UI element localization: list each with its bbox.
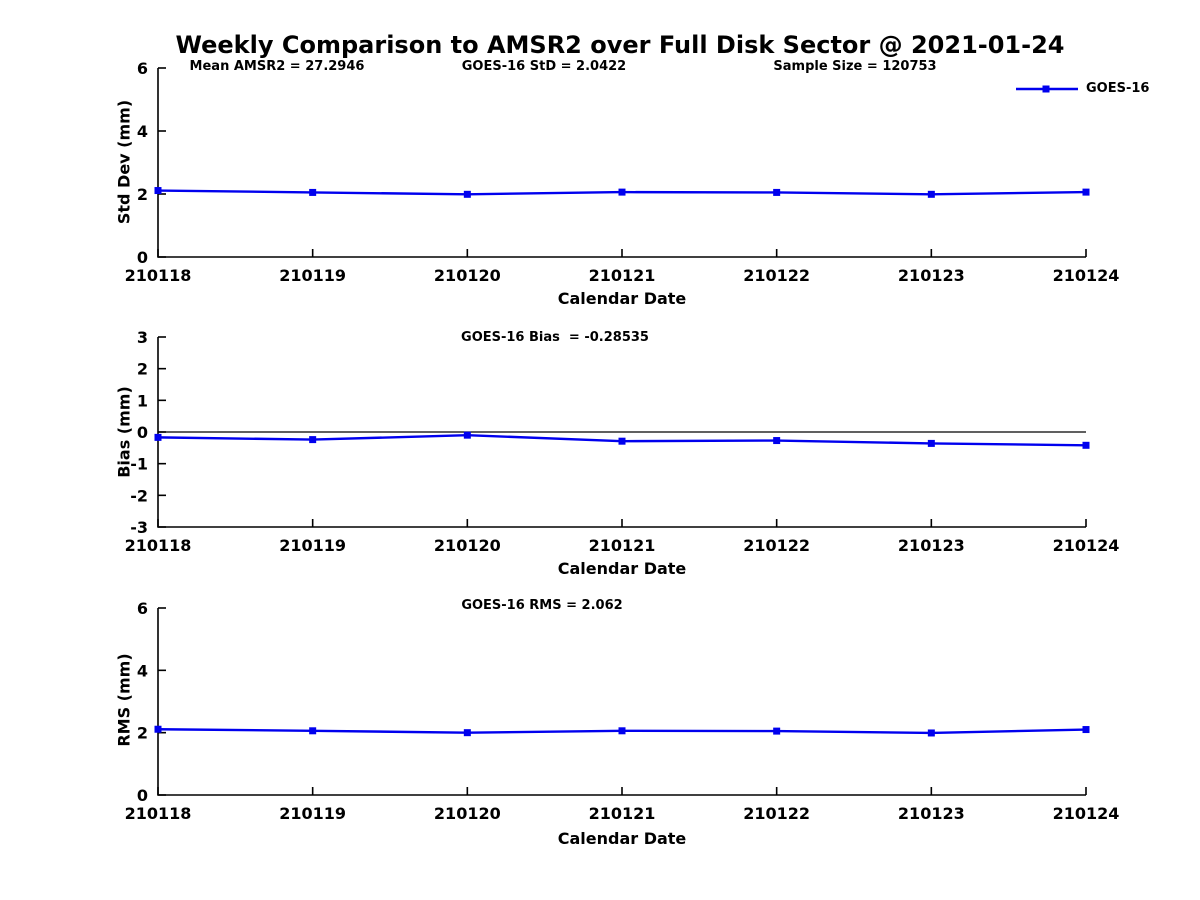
legend-marker (1042, 85, 1050, 92)
xlabel-bias: Calendar Date (557, 559, 687, 578)
y-tick-label: 0 (137, 423, 148, 442)
data-point-marker (309, 188, 317, 196)
x-tick-label: 210120 (434, 804, 501, 823)
x-tick-label: 210119 (279, 804, 346, 823)
x-tick-label: 210121 (589, 266, 656, 285)
axes-frame (157, 68, 1086, 258)
data-point-marker (463, 190, 471, 198)
y-tick-label: 4 (137, 122, 148, 141)
ylabel-std-dev: Std Dev (mm) (114, 99, 134, 225)
x-tick-label: 210118 (125, 536, 192, 555)
x-tick-label: 210124 (1053, 266, 1120, 285)
y-tick-label: 6 (137, 59, 148, 78)
annotation-mean-amsr2: Mean AMSR2 = 27.2946 (189, 59, 365, 74)
axes-frame (157, 608, 1086, 796)
y-tick-label: 3 (137, 328, 148, 347)
ylabel-rms: RMS (mm) (114, 653, 134, 747)
x-tick-label: 210120 (434, 536, 501, 555)
y-tick-label: 1 (137, 391, 148, 410)
y-tick-label: 2 (137, 185, 148, 204)
subplot-rms: 0 2 4 6 210118 210119 210120 210121 210122 210123… (125, 599, 1120, 823)
x-tick-label: 210123 (898, 536, 965, 555)
y-tick-label: 2 (137, 724, 148, 743)
x-tick-label: 210123 (898, 804, 965, 823)
x-tick-label: 210124 (1053, 804, 1120, 823)
x-tick-label: 210119 (279, 536, 346, 555)
data-point-marker (309, 727, 317, 735)
annotation-bias: GOES-16 Bias = -0.28535 (461, 330, 649, 345)
figure-title: Weekly Comparison to AMSR2 over Full Dis… (175, 31, 1065, 59)
data-point-marker (927, 439, 935, 447)
legend-line-marker-icon (1016, 85, 1078, 92)
x-tick-label: 210122 (743, 536, 810, 555)
y-tick-label: 6 (137, 599, 148, 618)
subplot-bias: -3 -2 -1 0 1 2 3 210118 210119 210120 210121 210122… (125, 328, 1120, 555)
y-tick-label: 2 (137, 360, 148, 379)
x-tick-label: 210118 (125, 266, 192, 285)
data-point-marker (927, 729, 935, 737)
data-point-marker (154, 725, 162, 733)
x-tick-label: 210120 (434, 266, 501, 285)
x-tick-label: 210121 (589, 804, 656, 823)
data-point-marker (773, 727, 781, 735)
xlabel-rms: Calendar Date (557, 829, 687, 848)
data-point-marker (154, 187, 162, 195)
annotation-rms: GOES-16 RMS = 2.062 (461, 598, 623, 613)
data-point-marker (773, 188, 781, 196)
legend: GOES-16 (1016, 82, 1149, 95)
y-tick-label: -2 (130, 486, 148, 505)
x-tick-label: 210121 (589, 536, 656, 555)
data-point-marker (154, 433, 162, 441)
legend-label: GOES-16 (1086, 81, 1150, 96)
annotation-sample-size: Sample Size = 120753 (773, 59, 937, 74)
data-point-marker (1082, 188, 1090, 196)
y-tick-label: 0 (137, 248, 148, 267)
y-tick-label: -1 (130, 455, 148, 474)
x-tick-label: 210119 (279, 266, 346, 285)
data-point-marker (309, 436, 317, 444)
xlabel-std-dev: Calendar Date (557, 289, 687, 308)
y-tick-label: 0 (137, 786, 148, 805)
data-point-marker (618, 727, 626, 735)
annotation-goes16-std: GOES-16 StD = 2.0422 (461, 59, 627, 74)
subplot-std-dev: 0 2 4 6 210118 210119 210120 210121 210122 210123… (125, 59, 1120, 285)
y-tick-label: 4 (137, 661, 148, 680)
data-point-marker (927, 190, 935, 198)
y-tick-label: -3 (130, 518, 148, 537)
x-tick-label: 210118 (125, 804, 192, 823)
ylabel-bias: Bias (mm) (114, 386, 134, 478)
data-point-marker (1082, 726, 1090, 734)
x-tick-label: 210122 (743, 804, 810, 823)
data-point-marker (618, 437, 626, 445)
data-point-marker (773, 437, 781, 445)
x-tick-label: 210123 (898, 266, 965, 285)
data-point-marker (1082, 441, 1090, 449)
data-point-marker (463, 729, 471, 737)
x-tick-label: 210124 (1053, 536, 1120, 555)
data-point-marker (618, 188, 626, 196)
x-tick-label: 210122 (743, 266, 810, 285)
data-point-marker (463, 431, 471, 439)
